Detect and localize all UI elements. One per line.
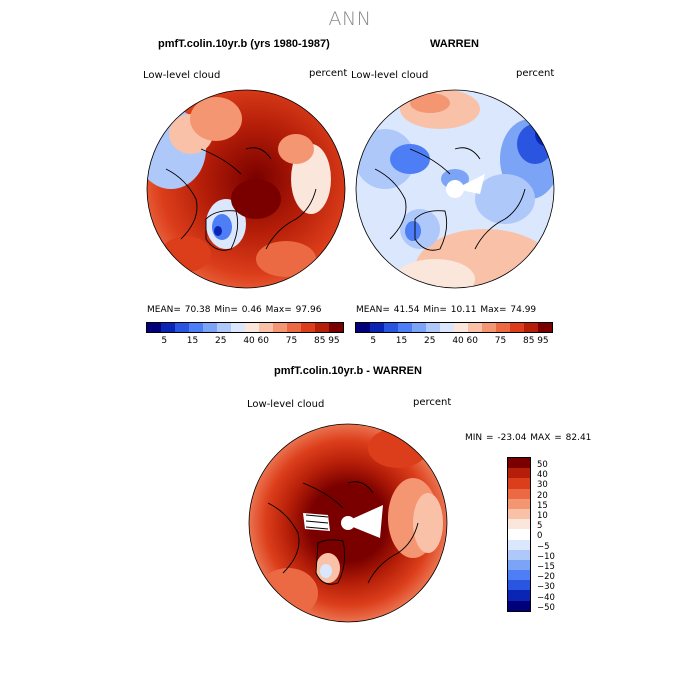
diff-colorbar-labels: 50 40 30 20 15 10 5 0 −5 −10 −15 −20 −30 −40 −50 — [537, 457, 577, 622]
panel-2-polar-map — [355, 89, 555, 289]
colorbar-tick-label: 85 — [314, 336, 326, 346]
colorbar-swatch — [287, 323, 301, 332]
colorbar-swatch — [412, 323, 426, 332]
colorbar-tick-label: 85 — [523, 336, 535, 346]
diff-colorbar-swatch — [508, 498, 530, 509]
diff-colorbar — [507, 457, 531, 612]
diff-colorbar-tick-label: 40 — [537, 470, 548, 481]
panel-1-stats: MEAN= 70.38 Min= 0.46 Max= 97.96 — [147, 305, 322, 315]
diff-colorbar-swatch — [508, 549, 530, 560]
colorbar-swatch — [175, 323, 189, 332]
colorbar-swatch — [301, 323, 315, 332]
colorbar-swatch — [510, 323, 524, 332]
colorbar-tick-label: 15 — [395, 336, 408, 346]
diff-colorbar-swatch — [508, 529, 530, 540]
diff-panel-missing-data-right — [343, 505, 383, 538]
panel-2-title: WARREN — [430, 38, 479, 50]
diff-colorbar-swatch — [508, 590, 530, 601]
colorbar-1: 5 15 25 40 60 75 85 95 — [146, 322, 344, 347]
colorbar-swatch — [538, 323, 552, 332]
colorbar-tick-label: 5 — [161, 336, 168, 346]
colorbar-swatch — [454, 323, 468, 332]
panel-2-variable-label: Low-level cloud — [351, 70, 429, 81]
colorbar-swatch — [426, 323, 440, 332]
diff-colorbar-swatch — [508, 488, 530, 499]
panel-2-units-label: percent — [516, 68, 555, 79]
diff-colorbar-tick-label: 10 — [537, 511, 548, 521]
diff-panel-polar-map — [248, 423, 448, 623]
colorbar-swatch — [245, 323, 259, 332]
diff-colorbar-swatch — [508, 570, 530, 581]
colorbar-tick-label: 40 — [452, 336, 464, 346]
colorbar-tick-label: 75 — [285, 336, 298, 346]
diff-colorbar-tick-label: 15 — [537, 500, 548, 511]
colorbar-tick-label: 5 — [370, 336, 377, 346]
diff-colorbar-tick-label: −15 — [537, 562, 555, 572]
colorbar-swatch — [161, 323, 175, 332]
colorbar-swatch — [370, 323, 384, 332]
diff-colorbar-tick-label: 20 — [537, 490, 548, 501]
diff-colorbar-tick-label: 50 — [537, 460, 548, 470]
colorbar-swatch — [147, 323, 161, 332]
diff-colorbar-swatch — [508, 458, 530, 469]
diff-colorbar-tick-label: 0 — [537, 531, 543, 542]
panel-1-title: pmfT.colin.10yr.b (yrs 1980-1987) — [158, 38, 330, 50]
colorbar-tick-label: 75 — [494, 336, 507, 346]
colorbar-tick-label: 25 — [215, 336, 227, 346]
diff-colorbar-tick-label: −20 — [537, 572, 555, 583]
diff-panel-title: pmfT.colin.10yr.b - WARREN — [274, 365, 422, 377]
colorbar-swatch — [482, 323, 496, 332]
colorbar-swatch — [329, 323, 343, 332]
diff-colorbar-swatch — [508, 468, 530, 479]
diff-colorbar-swatch — [508, 559, 530, 571]
colorbar-tick-label: 60 — [466, 336, 478, 346]
panel-1-variable-label: Low-level cloud — [143, 70, 221, 81]
colorbar-tick-label: 95 — [537, 336, 549, 346]
diff-colorbar-swatch — [508, 478, 530, 489]
colorbar-tick-label: 15 — [186, 336, 199, 346]
colorbar-swatch — [524, 323, 538, 332]
diff-colorbar-tick-label: 5 — [537, 521, 543, 532]
diff-colorbar-tick-label: −50 — [537, 602, 555, 613]
diff-colorbar-swatch — [508, 539, 530, 550]
diff-panel-variable-label: Low-level cloud — [247, 399, 325, 410]
diff-colorbar-tick-label: −30 — [537, 582, 555, 593]
diff-colorbar-swatch — [508, 508, 530, 520]
colorbar-tick-label: 95 — [328, 336, 340, 346]
colorbar-swatch — [440, 323, 454, 332]
diff-colorbar-swatch — [508, 580, 530, 591]
diff-colorbar-swatch — [508, 600, 530, 611]
colorbar-swatch — [189, 323, 203, 332]
colorbar-swatch — [203, 323, 217, 332]
panel-2-stats: MEAN= 41.54 Min= 10.11 Max= 74.99 — [356, 305, 537, 315]
colorbar-swatch — [496, 323, 510, 332]
panel-1-polar-map — [146, 89, 346, 289]
diff-colorbar-tick-label: −40 — [537, 592, 555, 603]
colorbar-2: 5 15 25 40 60 75 85 95 — [355, 322, 553, 347]
colorbar-tick-label: 60 — [257, 336, 269, 346]
diff-panel-minmax: MIN = -23.04 MAX = 82.41 — [465, 433, 592, 443]
panel-1-units-label: percent — [309, 68, 348, 79]
colorbar-swatch — [273, 323, 287, 332]
colorbar-swatch — [356, 323, 370, 332]
diff-colorbar-swatch — [508, 519, 530, 530]
colorbar-swatch — [231, 323, 245, 332]
diff-colorbar-tick-label: 30 — [537, 480, 548, 491]
diff-colorbar-tick-label: −10 — [537, 551, 555, 562]
diff-colorbar-tick-label: −5 — [537, 541, 550, 552]
colorbar-swatch — [259, 323, 273, 332]
colorbar-swatch — [398, 323, 412, 332]
colorbar-tick-label: 25 — [424, 336, 436, 346]
figure-title: ANN — [328, 8, 372, 30]
colorbar-swatch — [384, 323, 398, 332]
colorbar-swatch — [217, 323, 231, 332]
diff-panel-units-label: percent — [413, 397, 452, 408]
colorbar-swatch — [315, 323, 329, 332]
colorbar-tick-label: 40 — [243, 336, 255, 346]
colorbar-swatch — [468, 323, 482, 332]
